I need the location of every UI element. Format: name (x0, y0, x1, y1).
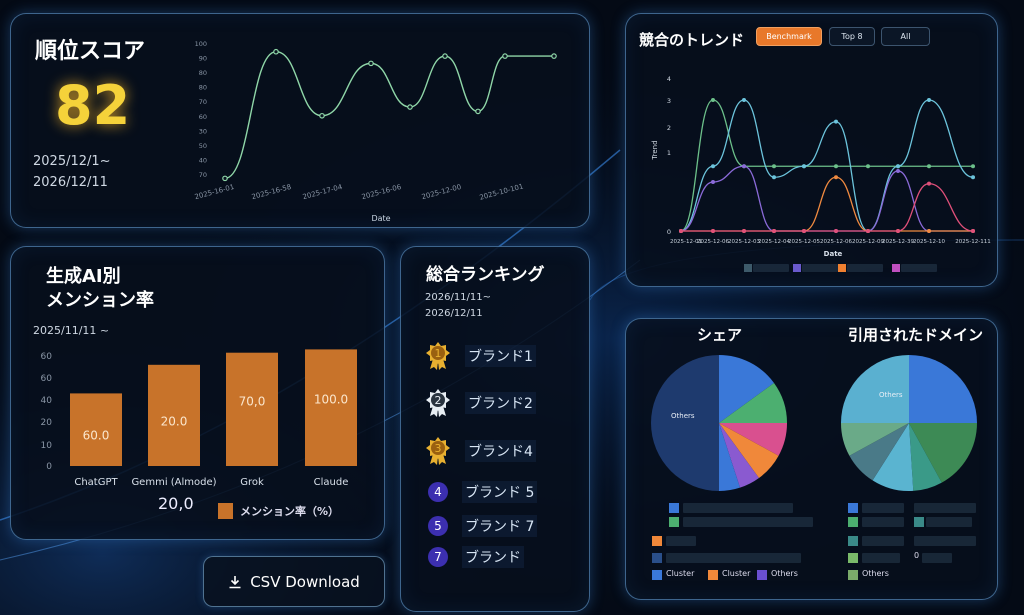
legend-label-placeholder (862, 503, 904, 513)
filter-all-button[interactable]: All (881, 27, 930, 46)
score-date-from: 2025/12/1~ (33, 154, 111, 169)
trend-card (625, 13, 998, 287)
rank-circle-icon: 5 (428, 516, 448, 536)
ranking-date-from: 2026/11/11~ (425, 292, 492, 303)
legend-swatch (652, 570, 662, 580)
rank-circle-icon: 4 (428, 482, 448, 502)
mention-title-line2: メンション率 (46, 290, 154, 311)
legend-swatch (848, 553, 858, 563)
ranking-item[interactable]: 1 ブランド1 (425, 341, 536, 371)
brand-name: ブランド2 (465, 392, 536, 414)
ranking-date-to: 2026/12/11 (425, 308, 483, 319)
legend-label: Cluster (722, 569, 751, 578)
legend-swatch (793, 264, 801, 272)
trend-title: 競合のトレンド (639, 31, 745, 49)
legend-swatch (652, 536, 662, 546)
silver-medal-icon: 2 (426, 389, 450, 417)
legend-swatch (838, 264, 846, 272)
mention-legend-swatch (218, 503, 233, 519)
legend-label-placeholder (862, 517, 904, 527)
ranking-title: 総合ランキング (426, 265, 545, 285)
mention-title-line1: 生成AI別 (46, 266, 121, 287)
legend-label-placeholder (802, 264, 838, 272)
csv-download-label: CSV Download (250, 572, 360, 591)
legend-label-placeholder (862, 536, 904, 546)
gold-medal-icon: 3 (426, 437, 450, 465)
filter-benchmark-button[interactable]: Benchmark (756, 27, 822, 46)
legend-label-placeholder (683, 517, 813, 527)
domain-title: 引用されたドメイン (848, 326, 984, 344)
brand-name: ブランド 7 (462, 515, 538, 537)
legend-label-placeholder (926, 517, 972, 527)
gold-medal-icon: 1 (426, 342, 450, 370)
mention-footer-value: 20,0 (158, 494, 194, 513)
legend-swatch (708, 570, 718, 580)
legend-swatch (892, 264, 900, 272)
legend-label-placeholder (862, 553, 900, 563)
legend-swatch (848, 517, 858, 527)
legend-label-placeholder (922, 553, 952, 563)
brand-name: ブランド 5 (462, 481, 538, 503)
ranking-item[interactable]: 2 ブランド2 (425, 388, 536, 418)
legend-label-placeholder (914, 503, 976, 513)
brand-name: ブランド (462, 546, 524, 568)
domain-legend-value: 0 (914, 551, 920, 560)
score-title: 順位スコア (35, 39, 146, 64)
legend-swatch (848, 570, 858, 580)
brand-name: ブランド4 (465, 440, 536, 462)
legend-swatch (669, 503, 679, 513)
csv-download-button[interactable]: CSV Download (203, 556, 385, 607)
legend-swatch (848, 536, 858, 546)
ranking-item[interactable]: 5 ブランド 7 (425, 515, 538, 537)
score-date-to: 2026/12/11 (33, 175, 108, 190)
legend-label-placeholder (666, 536, 696, 546)
legend-swatch (669, 517, 679, 527)
mention-legend-label: メンション率（%） (240, 505, 340, 518)
brand-name: ブランド1 (465, 345, 536, 367)
legend-swatch (914, 517, 924, 527)
medal-rank: 1 (435, 347, 442, 360)
legend-label-placeholder (683, 503, 793, 513)
legend-label-placeholder (753, 264, 789, 272)
download-icon (229, 575, 241, 588)
medal-rank: 2 (435, 394, 442, 407)
legend-label-placeholder (914, 536, 976, 546)
medal-rank: 3 (435, 442, 442, 455)
ranking-item[interactable]: 4 ブランド 5 (425, 481, 538, 503)
legend-label: Others (862, 569, 889, 578)
score-value: 82 (55, 74, 131, 137)
share-title: シェア (697, 326, 743, 344)
legend-swatch (757, 570, 767, 580)
rank-circle-icon: 7 (428, 547, 448, 567)
legend-swatch (848, 503, 858, 513)
legend-label-placeholder (847, 264, 883, 272)
legend-swatch (652, 553, 662, 563)
mention-date: 2025/11/11 ~ (33, 324, 110, 337)
filter-top8-button[interactable]: Top 8 (829, 27, 875, 46)
legend-label-placeholder (901, 264, 937, 272)
legend-label-placeholder (666, 553, 801, 563)
ranking-item[interactable]: 7 ブランド (425, 546, 524, 568)
ranking-item[interactable]: 3 ブランド4 (425, 436, 536, 466)
legend-label: Cluster (666, 569, 695, 578)
legend-label: Others (771, 569, 798, 578)
legend-swatch (744, 264, 752, 272)
